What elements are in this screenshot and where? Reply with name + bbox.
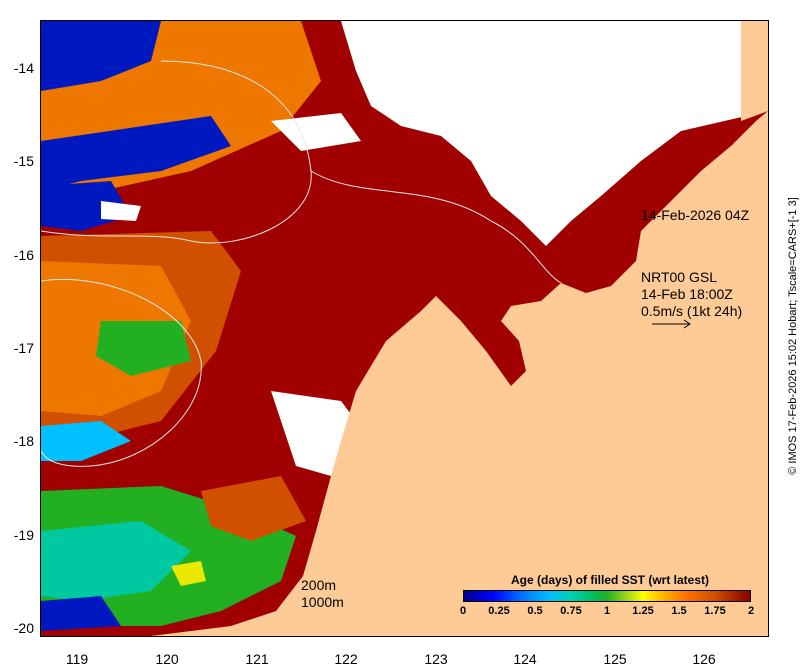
contour-1000m [41, 279, 202, 467]
x-tick-label: 124 [513, 651, 537, 667]
x-tick-label: 122 [334, 651, 358, 667]
land [151, 111, 768, 636]
colorbar-strip [463, 590, 751, 602]
sst-map [41, 21, 768, 636]
y-tick-label: -14 [13, 60, 34, 76]
y-tick-label: -16 [13, 247, 34, 263]
sst-age-1-25-yellow [171, 561, 206, 586]
current-scale-arrow-icon [652, 319, 691, 329]
contour-1000m-label: 1000m [301, 594, 344, 610]
colorbar-legend: Age (days) of filled SST (wrt latest) 0 … [455, 573, 765, 623]
sst-age-1-green-patch [96, 321, 191, 376]
y-tick-label: -18 [13, 433, 34, 449]
x-tick-label: 123 [424, 651, 448, 667]
colorbar-label: 1.25 [632, 605, 654, 617]
x-tick-label: 119 [65, 651, 89, 667]
y-tick-label: -17 [13, 340, 34, 356]
sst-age-0-south [41, 596, 121, 631]
current-source-label: NRT00 GSL [641, 269, 717, 285]
colorbar-label: 1 [603, 605, 611, 617]
y-tick-label: -15 [13, 153, 34, 169]
map-frame [40, 20, 769, 637]
land-north-coast [741, 21, 768, 121]
credit-label: © IMOS 17-Feb-2026 15:02 Hobart; Tscale=… [787, 197, 799, 475]
sst-age-0-5-cyan [41, 421, 131, 461]
colorbar-label: 2 [747, 605, 755, 617]
colorbar-label: 1.75 [704, 605, 726, 617]
x-tick-label: 120 [155, 651, 179, 667]
sst-age-1-75-south [201, 476, 306, 541]
sst-age-0-75-teal [41, 521, 191, 601]
x-tick-label: 126 [692, 651, 716, 667]
colorbar-label: 0.5 [527, 605, 543, 617]
no-data-region [341, 21, 768, 246]
sst-age-0-northwest [41, 21, 161, 91]
no-data-gap-1 [271, 113, 361, 151]
current-scale-label: 0.5m/s (1kt 24h) [641, 303, 743, 319]
timestamp-label: 14-Feb-2026 04Z [641, 207, 750, 223]
y-tick-label: -20 [13, 620, 34, 636]
contour-200m-label: 200m [301, 577, 337, 593]
colorbar-label: 1.5 [671, 605, 687, 617]
colorbar-label: 0 [459, 605, 467, 617]
contour-coastal [310, 170, 562, 284]
sst-age-0-band [41, 116, 231, 191]
x-tick-label: 125 [603, 651, 627, 667]
no-data-gap-3 [101, 201, 141, 221]
colorbar-title: Age (days) of filled SST (wrt latest) [510, 573, 710, 587]
colorbar-label: 0.25 [488, 605, 510, 617]
colorbar-label: 0.75 [560, 605, 582, 617]
y-tick-label: -19 [13, 527, 34, 543]
current-time-label: 14-Feb 18:00Z [641, 286, 733, 302]
contour-200m [41, 60, 312, 244]
x-tick-label: 121 [245, 651, 269, 667]
